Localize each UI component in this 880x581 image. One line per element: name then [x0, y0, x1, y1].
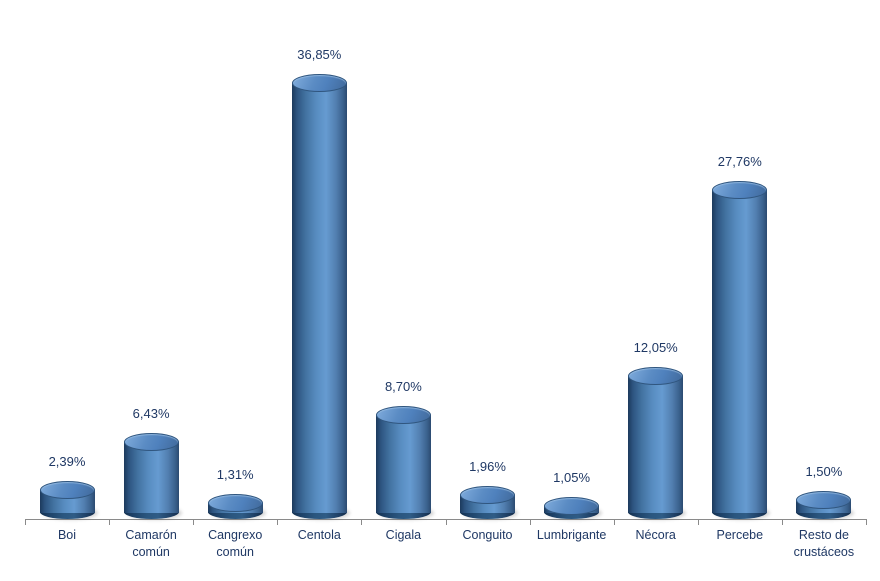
x-axis: Boi Camarón común Cangrexo común Centola Cig…	[25, 519, 867, 581]
data-label: 1,50%	[805, 464, 843, 479]
x-axis-tick	[109, 520, 110, 525]
x-axis-category-label: Centola	[297, 528, 341, 542]
bar-cylinder	[544, 497, 600, 519]
data-label: 2,39%	[48, 454, 86, 469]
x-axis-tick	[25, 520, 26, 525]
cylinder-top-cap	[544, 497, 600, 515]
bar-column-2: 6,43%	[109, 0, 193, 519]
bar-cylinder	[123, 433, 179, 519]
cylinder-top-cap	[39, 481, 95, 499]
bar-cylinder	[291, 74, 347, 519]
bar-column-1: 2,39%	[25, 0, 109, 519]
cylinder-top-cap	[628, 367, 684, 385]
data-label: 6,43%	[132, 406, 170, 421]
bar-cylinder	[712, 181, 768, 519]
bar-column-7: 1,05%	[530, 0, 614, 519]
cylinder-top-cap	[460, 486, 515, 504]
data-label: 1,96%	[469, 459, 506, 474]
bar-column-3: 1,31%	[193, 0, 277, 519]
bar-cylinder	[375, 406, 431, 519]
x-axis-tick	[614, 520, 615, 525]
x-axis-tick	[782, 520, 783, 525]
cylinder-body	[291, 83, 347, 513]
bar-column-5: 8,70%	[361, 0, 445, 519]
bar-cylinder	[460, 486, 515, 519]
data-label: 12,05%	[633, 340, 678, 355]
cylinder-top-cap	[375, 406, 431, 424]
cylinder-top-cap	[712, 181, 768, 199]
cylinder-body	[375, 415, 431, 513]
bar-cylinder	[39, 481, 95, 519]
bar-column-8: 12,05%	[614, 0, 698, 519]
cylinder-body	[712, 190, 768, 513]
x-axis-category-label: Conguito	[462, 528, 513, 542]
bar-column-6: 1,96%	[446, 0, 530, 519]
bar-column-10: 1,50%	[782, 0, 866, 519]
bar-column-4: 36,85%	[277, 0, 361, 519]
x-axis-category-label: Cigala	[385, 528, 422, 542]
x-axis-category-label: Nécora	[635, 528, 676, 542]
x-axis-category-label: Boi	[57, 528, 77, 542]
bar-cylinder	[207, 494, 263, 519]
data-label: 27,76%	[717, 154, 762, 169]
x-axis-tick	[361, 520, 362, 525]
x-axis-tick	[193, 520, 194, 525]
x-axis-tick	[866, 520, 867, 525]
data-label: 1,31%	[216, 467, 254, 482]
x-axis-line	[25, 519, 867, 520]
cylinder-top-cap	[207, 494, 263, 512]
cylinder-body	[123, 442, 179, 513]
x-axis-category-label: Lumbrigante	[536, 528, 607, 542]
x-axis-category-label: Cangrexo común	[208, 528, 263, 559]
data-label: 36,85%	[297, 47, 342, 62]
cylinder-top-cap	[796, 491, 852, 509]
cylinder-top-cap	[123, 433, 179, 451]
cylinder-top-cap	[291, 74, 347, 92]
x-axis-tick	[530, 520, 531, 525]
x-axis-tick	[446, 520, 447, 525]
x-axis-category-label: Camarón común	[125, 528, 177, 559]
x-axis-category-label: Percebe	[716, 528, 764, 542]
bar-column-9: 27,76%	[698, 0, 782, 519]
x-axis-category-label: Resto de crustáceos	[793, 528, 855, 559]
x-axis-tick	[277, 520, 278, 525]
bar-cylinder	[796, 491, 852, 519]
data-label: 1,05%	[553, 470, 591, 485]
x-axis-tick	[698, 520, 699, 525]
cylinder-body	[628, 376, 684, 513]
bar-cylinder	[628, 367, 684, 519]
plot-area: 2,39% 6,43% 1,31% 36,85% 8,70% 1,96% 1,05% 12,0…	[25, 0, 867, 519]
data-label: 8,70%	[384, 379, 422, 394]
